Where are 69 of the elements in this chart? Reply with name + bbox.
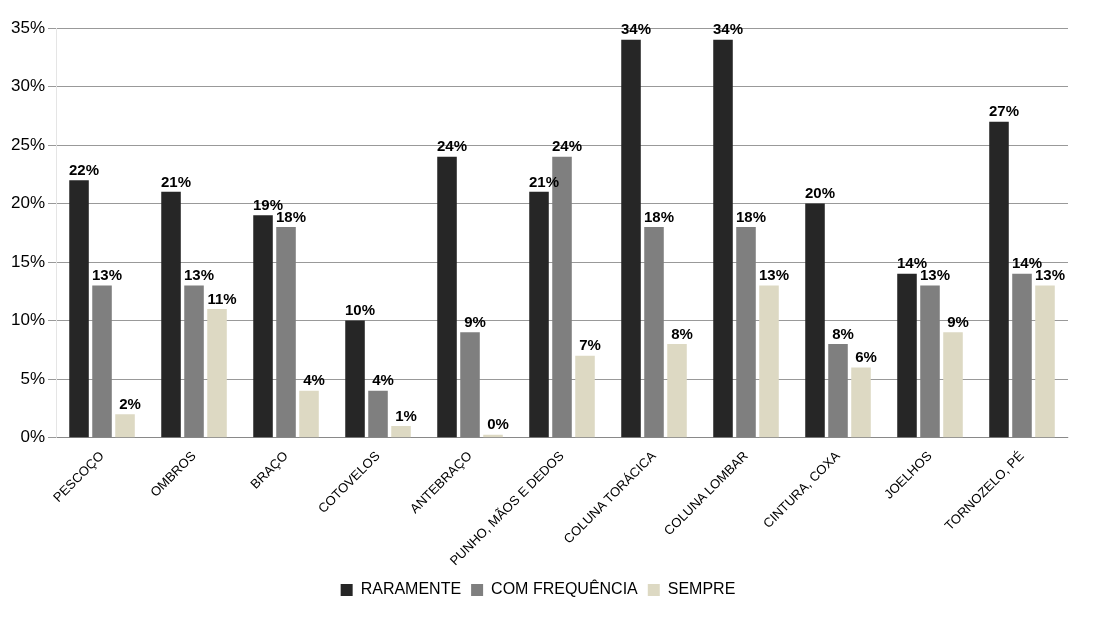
data-label: 24%: [437, 137, 468, 155]
data-label: 10%: [345, 301, 376, 319]
y-tick-label: 30%: [10, 76, 46, 96]
data-label: 24%: [552, 137, 583, 155]
data-label: 13%: [92, 266, 123, 284]
bar: [345, 320, 365, 438]
data-label: 18%: [643, 207, 675, 225]
bar: [69, 180, 89, 438]
data-label: 34%: [712, 20, 744, 38]
bar: [437, 156, 457, 438]
bar: [667, 344, 687, 438]
legend-label: COM FREQUÊNCIA: [491, 579, 639, 598]
y-tick-label: 10%: [10, 310, 46, 330]
data-label: 2%: [119, 394, 141, 412]
bar: [575, 355, 595, 438]
y-tick-label: 25%: [10, 134, 46, 154]
bar: [368, 390, 388, 438]
legend-label: RARAMENTE: [360, 580, 462, 598]
y-tick-label: 0%: [20, 427, 46, 447]
bar: [391, 425, 411, 438]
data-label: 7%: [579, 336, 601, 354]
bar: [299, 390, 319, 438]
legend-label: SEMPRE: [667, 580, 736, 598]
bar: [897, 273, 917, 438]
data-label: 21%: [161, 172, 192, 190]
bar: [1012, 273, 1032, 438]
bar: [207, 308, 227, 438]
bar: [161, 191, 181, 438]
data-label: 11%: [207, 289, 237, 307]
data-label: 8%: [671, 324, 693, 342]
data-label: 1%: [395, 406, 417, 424]
data-label: 9%: [464, 312, 486, 330]
bar: [943, 332, 963, 438]
data-label: 20%: [804, 184, 836, 202]
bar: [276, 226, 296, 438]
y-tick-label: 20%: [10, 193, 46, 213]
bar: [805, 203, 825, 438]
bar: [828, 344, 848, 438]
bar: [851, 367, 871, 438]
bar: [644, 226, 664, 438]
bar: [92, 285, 112, 438]
bar: [253, 215, 273, 438]
data-label: 22%: [69, 160, 100, 178]
data-label: 13%: [758, 266, 790, 284]
bar: [736, 226, 756, 438]
data-label: 21%: [529, 172, 560, 190]
data-label: 27%: [988, 102, 1020, 120]
data-label: 4%: [303, 371, 325, 389]
bar: [713, 39, 733, 438]
y-tick-label: 35%: [10, 17, 46, 37]
data-label: 0%: [487, 415, 509, 433]
bar: [621, 39, 641, 438]
bar: [759, 285, 779, 438]
data-label: 4%: [372, 371, 394, 389]
bar: [115, 414, 135, 438]
bar: [184, 285, 204, 438]
data-label: 13%: [184, 266, 215, 284]
data-label: 18%: [735, 207, 767, 225]
y-tick-label: 5%: [20, 368, 46, 388]
data-label: 34%: [621, 20, 652, 38]
bar: [529, 191, 549, 438]
data-label: 9%: [947, 312, 969, 330]
data-label: 6%: [855, 348, 877, 366]
bar: [1035, 285, 1055, 438]
y-tick-label: 15%: [10, 251, 46, 271]
bar: [989, 121, 1009, 438]
bar: [460, 332, 480, 438]
bar: [920, 285, 940, 438]
data-label: 8%: [832, 324, 854, 342]
